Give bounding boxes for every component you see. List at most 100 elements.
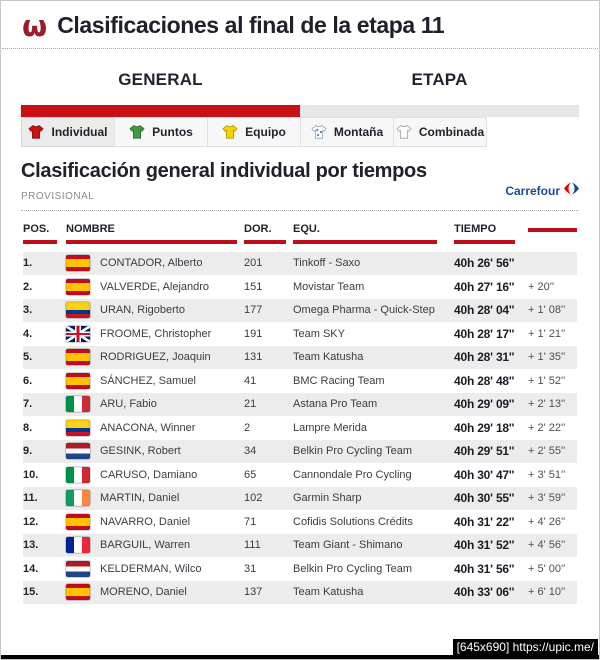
dorsal-cell: 151 [244,280,263,293]
gap-cell: + 4' 26'' [528,515,566,528]
section-title: Clasificación general individual por tie… [21,160,427,182]
tab-etapa-label: ETAPA [411,70,468,89]
table-row: 8. ANACONA, Winner 2 Lampre Merida 40h 2… [23,417,577,440]
position-cell: 10. [23,468,39,481]
time-cell: 40h 30' 47'' [454,467,515,482]
rider-cell: BARGUIL, Warren [66,537,244,554]
dorsal-cell: 102 [244,492,263,505]
country-flag-esp [66,255,90,272]
position-cell: 8. [23,421,33,434]
white-jersey-icon [396,125,412,139]
rider-cell: MARTIN, Daniel [66,490,244,507]
rider-cell: GESINK, Robert [66,443,244,460]
subtab-individual[interactable]: Individual [21,117,115,147]
page-header: ω Clasificaciones al final de la etapa 1… [2,1,598,49]
provisional-badge: PROVISIONAL [21,191,95,202]
time-cell: 40h 33' 06'' [454,585,515,600]
column-header-equ: EQU. [293,223,444,244]
position-cell: 13. [23,539,39,552]
rider-cell: CONTADOR, Alberto [66,255,244,272]
rider-name: VALVERDE, Alejandro [100,280,210,293]
country-flag-col [66,302,90,319]
time-cell: 40h 31' 52'' [454,538,515,553]
subtab-puntos-label: Puntos [152,125,193,139]
subtab-montana-label: Montaña [333,125,384,139]
column-header-pos: POS. [23,223,66,244]
team-cell: Team SKY [293,327,345,340]
column-header-gap [522,223,577,244]
country-flag-esp [66,584,90,601]
table-body: 1. CONTADOR, Alberto 201 Tinkoff - Saxo … [23,252,577,604]
rider-name: CARUSO, Damiano [100,468,198,481]
table-row: 11. MARTIN, Daniel 102 Garmin Sharp 40h … [23,487,577,510]
watermark: [645x690] https://upic.me/ [452,639,598,656]
subtab-combinada[interactable]: Combinada [393,117,487,147]
country-flag-esp [66,372,90,389]
rider-name: MORENO, Daniel [100,586,187,599]
country-flag-irl [66,490,90,507]
subtab-puntos[interactable]: Puntos [114,117,208,147]
carrefour-sponsor-link[interactable]: Carrefour [505,182,579,200]
rider-cell: VALVERDE, Alejandro [66,278,244,295]
table-header-row: POS. NOMBRE DOR. EQU. TIEMPO [23,223,577,244]
dorsal-cell: 137 [244,586,263,599]
gap-cell: + 2' 22'' [528,421,566,434]
dorsal-cell: 111 [244,539,261,552]
bottom-black-strip [1,655,599,659]
team-cell: Belkin Pro Cycling Team [293,562,413,575]
gap-cell: + 1' 08'' [528,304,566,317]
time-cell: 40h 29' 18'' [454,420,515,435]
time-cell: 40h 30' 55'' [454,491,515,506]
green-jersey-icon [129,125,145,139]
country-flag-esp [66,278,90,295]
table-row: 14. KELDERMAN, Wilco 31 Belkin Pro Cycli… [23,558,577,581]
table-row: 1. CONTADOR, Alberto 201 Tinkoff - Saxo … [23,252,577,275]
rider-name: URAN, Rigoberto [100,304,185,317]
gap-cell: + 5' 00'' [528,562,566,575]
gap-cell: + 4' 56'' [528,539,566,552]
team-cell: Team Katusha [293,351,364,364]
country-flag-fra [66,537,90,554]
team-cell: Omega Pharma - Quick-Step [293,304,435,317]
position-cell: 11. [23,492,38,505]
time-cell: 40h 29' 09'' [454,397,515,412]
position-cell: 5. [23,351,33,364]
polka-dot-jersey-icon [311,125,327,139]
tab-general-active-bar [21,105,300,117]
rider-cell: ARU, Fabio [66,396,244,413]
position-cell: 4. [23,327,33,340]
time-cell: 40h 31' 56'' [454,561,515,576]
position-cell: 12. [23,515,39,528]
dorsal-cell: 2 [244,421,251,434]
column-header-nombre: NOMBRE [66,223,244,244]
country-flag-ita [66,466,90,483]
dorsal-cell: 201 [244,257,263,270]
rider-name: SÁNCHEZ, Samuel [100,374,196,387]
position-cell: 7. [23,398,33,411]
table-row: 9. GESINK, Robert 34 Belkin Pro Cycling … [23,440,577,463]
team-cell: Cofidis Solutions Crédits [293,515,413,528]
subtab-montana[interactable]: Montaña [300,117,394,147]
tab-general-label: GENERAL [118,70,203,89]
tab-etapa[interactable]: ETAPA [300,70,579,117]
country-flag-col [66,419,90,436]
tab-general[interactable]: GENERAL [21,70,300,117]
table-row: 4. FROOME, Christopher 191 Team SKY 40h … [23,323,577,346]
position-cell: 15. [23,586,39,599]
team-cell: Team Katusha [293,586,364,599]
team-cell: Belkin Pro Cycling Team [293,445,413,458]
gap-cell: + 6' 10'' [528,586,566,599]
gap-cell: + 2' 13'' [528,398,566,411]
position-cell: 3. [23,304,33,317]
rider-cell: SÁNCHEZ, Samuel [66,372,244,389]
table-row: 10. CARUSO, Damiano 65 Cannondale Pro Cy… [23,464,577,487]
rider-name: RODRIGUEZ, Joaquin [100,351,211,364]
subtab-equipo[interactable]: Equipo [207,117,301,147]
position-cell: 2. [23,280,33,293]
subtab-equipo-label: Equipo [245,125,286,139]
dorsal-cell: 71 [244,515,257,528]
classification-subtabs: Individual Puntos Equipo Montaña Combina… [21,117,579,147]
country-flag-esp [66,513,90,530]
yellow-jersey-icon [222,125,238,139]
gap-cell: + 2' 55'' [528,445,566,458]
